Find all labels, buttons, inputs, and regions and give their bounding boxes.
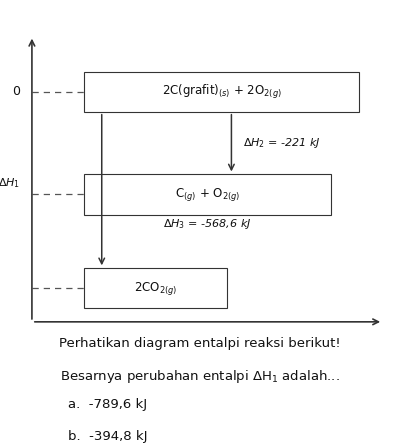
Text: $\Delta H_2$ = -221 kJ: $\Delta H_2$ = -221 kJ [243, 136, 321, 150]
FancyBboxPatch shape [84, 72, 359, 112]
FancyBboxPatch shape [84, 174, 331, 215]
Text: C$_{(g)}$ + O$_{2(g)}$: C$_{(g)}$ + O$_{2(g)}$ [175, 186, 240, 203]
Text: 2CO$_{2(g)}$: 2CO$_{2(g)}$ [134, 280, 177, 297]
Text: 0: 0 [12, 85, 20, 98]
FancyBboxPatch shape [84, 268, 227, 308]
Text: $\Delta H_3$ = -568,6 kJ: $\Delta H_3$ = -568,6 kJ [163, 217, 252, 231]
Text: b.  -394,8 kJ: b. -394,8 kJ [68, 430, 147, 443]
Text: $\Delta H_1$: $\Delta H_1$ [0, 177, 20, 190]
Text: a.  -789,6 kJ: a. -789,6 kJ [68, 398, 147, 411]
Text: 2C(grafit)$_{(s)}$ + 2O$_{2(g)}$: 2C(grafit)$_{(s)}$ + 2O$_{2(g)}$ [162, 83, 281, 101]
Text: Perhatikan diagram entalpi reaksi berikut!: Perhatikan diagram entalpi reaksi beriku… [59, 337, 340, 350]
Text: Besarnya perubahan entalpi $\Delta$H$_1$ adalah...: Besarnya perubahan entalpi $\Delta$H$_1$… [59, 368, 340, 385]
